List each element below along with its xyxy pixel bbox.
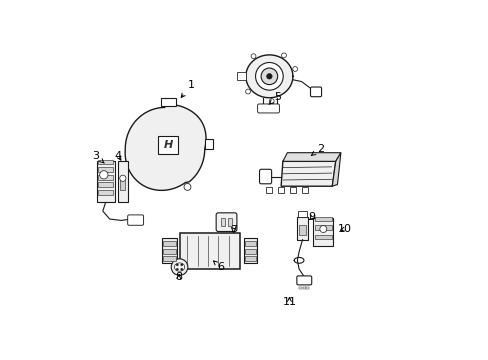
Circle shape — [255, 63, 283, 90]
Circle shape — [181, 268, 183, 270]
Circle shape — [171, 259, 187, 275]
Bar — [297, 217, 307, 240]
Bar — [278, 186, 284, 193]
Bar — [314, 235, 331, 239]
Bar — [98, 190, 113, 195]
Circle shape — [261, 68, 277, 85]
Text: 6: 6 — [213, 261, 224, 272]
Bar — [299, 225, 305, 235]
Bar — [265, 186, 272, 193]
FancyBboxPatch shape — [257, 104, 279, 113]
Bar — [306, 287, 308, 289]
Polygon shape — [281, 161, 335, 186]
Bar — [161, 98, 175, 106]
Text: 9: 9 — [308, 212, 315, 222]
Bar — [204, 139, 212, 149]
Bar — [245, 256, 255, 261]
Bar — [245, 241, 255, 246]
Circle shape — [183, 184, 190, 190]
Circle shape — [266, 73, 272, 79]
Bar — [298, 211, 306, 217]
Text: 3: 3 — [92, 151, 104, 163]
Circle shape — [250, 54, 255, 59]
Bar — [120, 176, 125, 190]
Bar — [163, 241, 175, 246]
FancyBboxPatch shape — [216, 213, 236, 231]
Text: 8: 8 — [175, 273, 182, 283]
Bar — [289, 186, 296, 193]
Text: 4: 4 — [115, 151, 122, 161]
Text: 7: 7 — [230, 225, 237, 235]
Bar — [98, 175, 113, 180]
Text: 2: 2 — [311, 144, 324, 156]
Bar — [97, 161, 114, 202]
Circle shape — [100, 171, 108, 179]
Text: H: H — [163, 140, 173, 150]
Bar — [302, 287, 305, 289]
Bar — [163, 256, 175, 261]
Bar — [302, 186, 308, 193]
FancyBboxPatch shape — [310, 87, 321, 97]
Bar — [313, 218, 333, 246]
Circle shape — [319, 226, 326, 233]
Bar — [179, 233, 240, 269]
Polygon shape — [125, 104, 205, 190]
Bar — [98, 183, 113, 187]
Circle shape — [176, 264, 178, 266]
Circle shape — [176, 268, 178, 270]
Polygon shape — [332, 153, 340, 186]
Polygon shape — [245, 55, 292, 98]
FancyBboxPatch shape — [259, 169, 271, 184]
Bar — [314, 225, 331, 230]
Circle shape — [281, 53, 286, 58]
Bar — [299, 287, 302, 289]
Circle shape — [292, 67, 297, 71]
Bar — [98, 159, 113, 165]
Bar — [245, 249, 255, 253]
Circle shape — [181, 264, 183, 266]
FancyBboxPatch shape — [296, 276, 311, 285]
Bar — [163, 249, 175, 253]
Circle shape — [120, 175, 126, 181]
Text: 1: 1 — [181, 80, 194, 98]
Text: 10: 10 — [337, 224, 351, 234]
Bar — [158, 136, 178, 154]
Text: 11: 11 — [282, 297, 296, 307]
Bar — [118, 161, 128, 202]
Circle shape — [269, 99, 274, 104]
Bar — [243, 238, 257, 263]
Polygon shape — [282, 153, 340, 161]
FancyBboxPatch shape — [127, 215, 143, 225]
Bar — [161, 238, 177, 263]
Bar — [314, 217, 331, 221]
Bar — [221, 218, 224, 226]
Circle shape — [245, 89, 250, 94]
Ellipse shape — [174, 263, 184, 271]
Bar — [237, 72, 245, 81]
Text: 5: 5 — [268, 92, 280, 104]
Bar — [98, 167, 113, 172]
Bar — [227, 218, 232, 226]
